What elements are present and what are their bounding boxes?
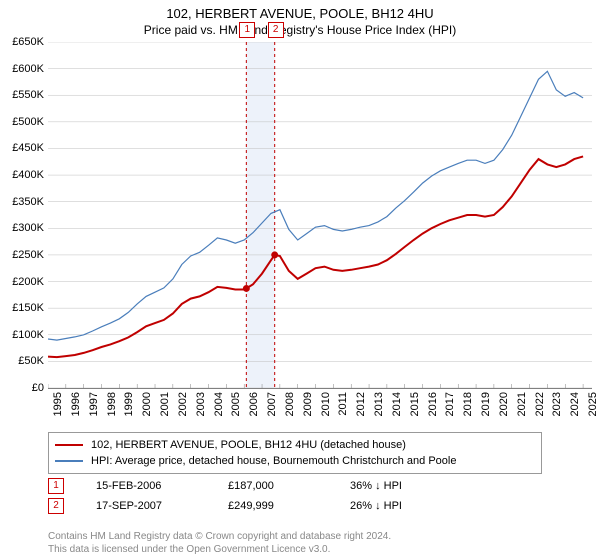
sales-list: 1 15-FEB-2006 £187,000 36% ↓ HPI 2 17-SEP-200…	[48, 476, 420, 516]
page-subtitle: Price paid vs. HM Land Registry's House …	[0, 21, 600, 39]
x-axis-label: 2003	[195, 392, 207, 416]
sale-badge: 1	[48, 478, 64, 494]
footer-line-1: Contains HM Land Registry data © Crown c…	[48, 531, 391, 544]
x-axis-label: 2000	[141, 392, 153, 416]
chart-area: 12	[48, 42, 592, 389]
y-axis-label: £600K	[0, 63, 44, 75]
sale-badge: 2	[48, 498, 64, 514]
sale-note: 36% ↓ HPI	[350, 480, 420, 492]
legend-row: HPI: Average price, detached house, Bour…	[55, 453, 535, 469]
sale-marker-badge: 2	[268, 22, 284, 38]
page-title: 102, HERBERT AVENUE, POOLE, BH12 4HU	[0, 0, 600, 21]
legend-label: HPI: Average price, detached house, Bour…	[91, 455, 456, 467]
sale-price: £187,000	[228, 480, 318, 492]
x-axis-label: 2009	[302, 392, 314, 416]
x-axis-label: 1995	[52, 392, 64, 416]
x-axis-label: 2007	[266, 392, 278, 416]
x-axis-label: 2022	[534, 392, 546, 416]
y-axis-label: £500K	[0, 116, 44, 128]
y-axis-label: £350K	[0, 196, 44, 208]
y-axis-label: £100K	[0, 329, 44, 341]
y-axis-label: £650K	[0, 36, 44, 48]
x-axis-label: 2010	[320, 392, 332, 416]
x-axis-label: 1998	[106, 392, 118, 416]
x-axis-label: 2017	[444, 392, 456, 416]
y-axis-label: £450K	[0, 142, 44, 154]
x-axis-label: 1997	[88, 392, 100, 416]
x-axis-label: 2013	[373, 392, 385, 416]
x-axis-label: 2021	[516, 392, 528, 416]
legend: 102, HERBERT AVENUE, POOLE, BH12 4HU (de…	[48, 432, 542, 474]
x-axis-label: 2025	[587, 392, 599, 416]
x-axis-label: 1999	[123, 392, 135, 416]
x-axis-label: 2006	[248, 392, 260, 416]
attribution: Contains HM Land Registry data © Crown c…	[48, 531, 391, 556]
x-axis-label: 2001	[159, 392, 171, 416]
legend-swatch	[55, 460, 83, 462]
footer-line-2: This data is licensed under the Open Gov…	[48, 544, 391, 557]
y-axis-label: £200K	[0, 276, 44, 288]
x-axis-label: 2002	[177, 392, 189, 416]
y-axis-label: £50K	[0, 355, 44, 367]
sale-row: 2 17-SEP-2007 £249,999 26% ↓ HPI	[48, 496, 420, 516]
x-axis-label: 2016	[427, 392, 439, 416]
y-axis-label: £250K	[0, 249, 44, 261]
x-axis-label: 2019	[480, 392, 492, 416]
x-axis-label: 2023	[551, 392, 563, 416]
x-axis-label: 2008	[284, 392, 296, 416]
y-axis-label: £150K	[0, 302, 44, 314]
sale-row: 1 15-FEB-2006 £187,000 36% ↓ HPI	[48, 476, 420, 496]
legend-row: 102, HERBERT AVENUE, POOLE, BH12 4HU (de…	[55, 437, 535, 453]
y-axis-label: £0	[0, 382, 44, 394]
x-axis-label: 2014	[391, 392, 403, 416]
x-axis-label: 2015	[409, 392, 421, 416]
x-axis-label: 2018	[462, 392, 474, 416]
sale-date: 17-SEP-2007	[96, 500, 196, 512]
sale-note: 26% ↓ HPI	[350, 500, 420, 512]
x-axis-label: 1996	[70, 392, 82, 416]
y-axis-label: £550K	[0, 89, 44, 101]
x-axis-label: 2024	[569, 392, 581, 416]
x-axis-label: 2011	[337, 392, 349, 416]
y-axis-label: £300K	[0, 222, 44, 234]
sale-date: 15-FEB-2006	[96, 480, 196, 492]
y-axis-label: £400K	[0, 169, 44, 181]
sale-price: £249,999	[228, 500, 318, 512]
legend-label: 102, HERBERT AVENUE, POOLE, BH12 4HU (de…	[91, 439, 406, 451]
x-axis-label: 2004	[213, 392, 225, 416]
x-axis-label: 2005	[230, 392, 242, 416]
x-axis-label: 2020	[498, 392, 510, 416]
legend-swatch	[55, 444, 83, 446]
x-axis-label: 2012	[355, 392, 367, 416]
sale-marker-badge: 1	[239, 22, 255, 38]
